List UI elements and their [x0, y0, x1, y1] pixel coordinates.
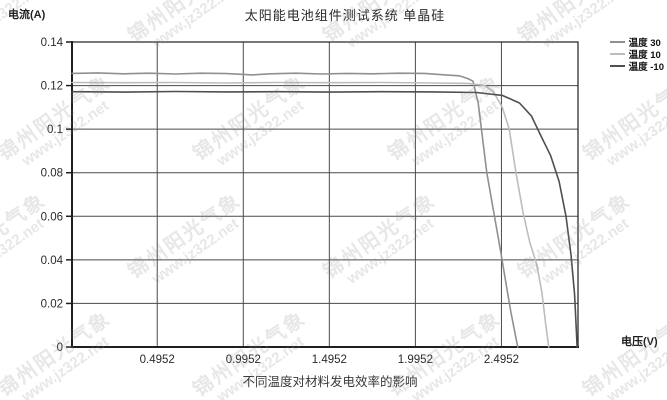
plot-border	[71, 41, 579, 348]
curve-series-0	[71, 72, 519, 348]
x-tick-label: 1.9952	[398, 354, 433, 366]
legend-line-swatch	[609, 52, 625, 55]
y-tick-label: 0	[57, 342, 63, 354]
legend-line-swatch	[609, 64, 625, 67]
legend-item: 温度 30	[609, 36, 664, 49]
y-tick-label: 0.06	[41, 211, 63, 223]
y-tick-label: 0.14	[41, 37, 64, 49]
chart-title: 太阳能电池组件测试系统 单晶硅	[244, 8, 446, 23]
curve-series-1	[71, 81, 550, 348]
legend-line-swatch	[609, 40, 625, 43]
legend-label: 温度 10	[628, 49, 661, 61]
y-tick-label: 0.02	[41, 298, 63, 310]
y-tick-label: 0.1	[47, 124, 63, 136]
legend: 温度 30 温度 10 温度 -10	[609, 36, 664, 73]
y-tick-label: 0.08	[41, 168, 63, 180]
x-tick-label: 0.4952	[140, 354, 175, 366]
legend-label: 温度 -10	[628, 61, 664, 73]
y-tick-label: 0.12	[41, 81, 63, 93]
curve-series-2	[71, 90, 578, 348]
legend-item: 温度 -10	[609, 60, 664, 73]
chart-caption: 不同温度对材料发电效率的影响	[242, 375, 418, 389]
legend-label: 温度 30	[628, 37, 661, 49]
legend-item: 温度 10	[609, 48, 664, 61]
x-axis-label: 电压(V)	[621, 336, 658, 348]
x-tick-label: 2.4952	[484, 354, 519, 366]
x-tick-label: 0.9952	[226, 354, 261, 366]
y-axis-label: 电流(A)	[8, 9, 46, 21]
y-tick-label: 0.04	[41, 255, 64, 267]
x-tick-label: 1.4952	[312, 354, 347, 366]
